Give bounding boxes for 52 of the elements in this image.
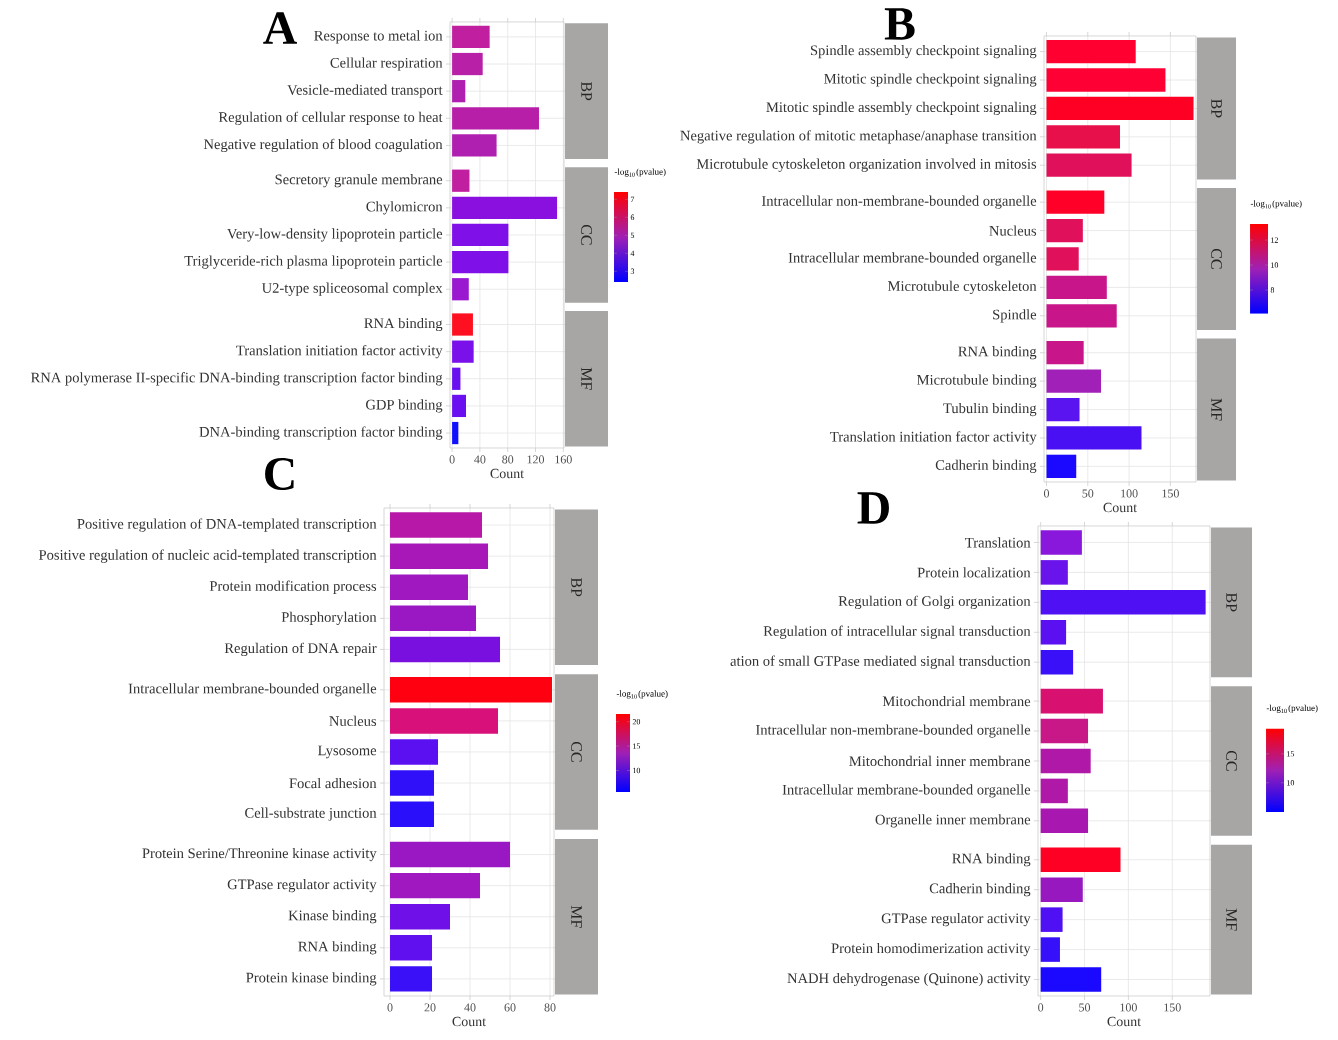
bar — [390, 739, 439, 765]
chart-title: A — [263, 12, 297, 44]
bar — [390, 708, 499, 734]
bar — [390, 512, 483, 538]
bar — [1046, 275, 1107, 300]
bar — [1040, 560, 1068, 585]
bar — [1046, 426, 1142, 450]
bar — [1040, 688, 1103, 714]
bar — [390, 935, 433, 961]
bar — [1046, 218, 1083, 243]
bar — [452, 394, 466, 418]
bar — [1040, 778, 1068, 804]
bar — [452, 80, 466, 103]
bar — [452, 250, 509, 274]
bar — [1046, 39, 1136, 64]
bar — [1046, 247, 1079, 271]
bar — [1046, 454, 1077, 478]
bar — [1040, 877, 1083, 902]
bar — [390, 543, 489, 569]
bar — [1046, 397, 1080, 422]
bar — [1040, 907, 1063, 932]
bar — [390, 966, 433, 992]
bar — [390, 605, 477, 632]
bar — [1046, 190, 1105, 214]
bar — [452, 107, 539, 130]
chart-title: B — [884, 8, 915, 40]
bar — [1040, 530, 1082, 555]
bar — [452, 223, 509, 247]
bar — [1040, 748, 1091, 774]
bar — [1040, 967, 1102, 992]
bar — [390, 574, 469, 600]
bar — [452, 367, 461, 390]
bar — [452, 52, 483, 76]
bar — [452, 421, 459, 445]
bar — [1046, 369, 1102, 393]
bar — [1040, 590, 1206, 615]
bar — [1046, 304, 1117, 328]
chart-title: D — [857, 492, 889, 524]
bar — [1040, 937, 1060, 962]
bar — [390, 872, 481, 899]
bar — [452, 169, 470, 192]
bar — [1046, 68, 1166, 92]
bar — [1046, 125, 1121, 149]
chart-title: C — [265, 457, 294, 491]
bar — [452, 196, 558, 219]
bar — [452, 25, 490, 49]
bar — [1040, 718, 1089, 744]
bar — [390, 770, 435, 796]
bar — [452, 278, 469, 301]
bar — [1046, 96, 1194, 121]
bar — [452, 340, 474, 363]
bar — [390, 903, 451, 930]
